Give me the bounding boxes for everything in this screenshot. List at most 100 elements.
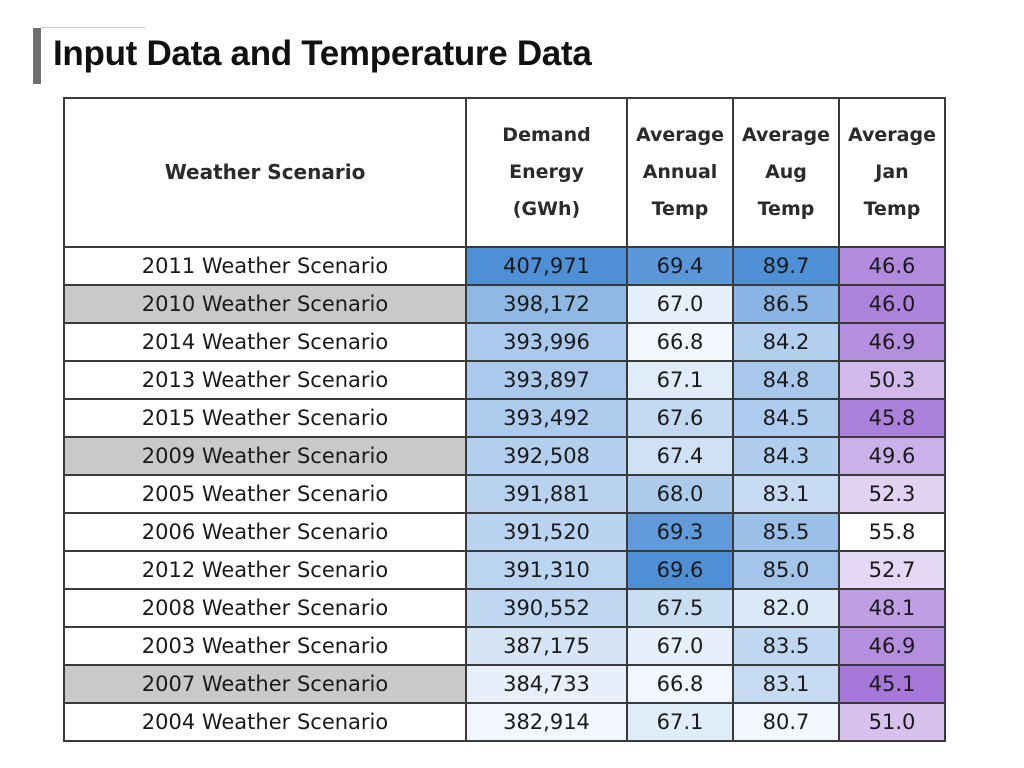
- cell-average-jan-temp: 46.6: [838, 246, 946, 286]
- cell-average-jan-temp: 55.8: [838, 512, 946, 552]
- cell-weather-scenario: 2015 Weather Scenario: [63, 398, 467, 438]
- cell-average-annual-temp: 67.6: [626, 398, 734, 438]
- cell-weather-scenario: 2013 Weather Scenario: [63, 360, 467, 400]
- table-row: 2006 Weather Scenario 391,520 69.3 85.5 55.8: [63, 512, 946, 552]
- cell-weather-scenario: 2005 Weather Scenario: [63, 474, 467, 514]
- header-line: Average: [742, 124, 830, 146]
- cell-average-jan-temp: 52.3: [838, 474, 946, 514]
- cell-average-jan-temp: 51.0: [838, 702, 946, 742]
- cell-demand-energy: 393,996: [465, 322, 628, 362]
- header-line: Annual: [642, 161, 718, 183]
- cell-demand-energy: 391,310: [465, 550, 628, 590]
- header-line: Temp: [651, 198, 709, 220]
- table-row: 2009 Weather Scenario 392,508 67.4 84.3 49.6: [63, 436, 946, 476]
- cell-average-jan-temp: 50.3: [838, 360, 946, 400]
- cell-demand-energy: 391,520: [465, 512, 628, 552]
- header-average-aug-temp: Average Aug Temp: [732, 97, 840, 248]
- table-header-row: Weather Scenario Demand Energy (GWh) Avera…: [63, 97, 946, 248]
- header-line: Average: [636, 124, 724, 146]
- cell-weather-scenario: 2011 Weather Scenario: [63, 246, 467, 286]
- cell-average-jan-temp: 52.7: [838, 550, 946, 590]
- cell-average-annual-temp: 66.8: [626, 322, 734, 362]
- header-line: (GWh): [512, 198, 581, 220]
- table-row: 2012 Weather Scenario 391,310 69.6 85.0 52.7: [63, 550, 946, 590]
- cell-average-annual-temp: 67.1: [626, 360, 734, 400]
- cell-demand-energy: 391,881: [465, 474, 628, 514]
- cell-demand-energy: 392,508: [465, 436, 628, 476]
- header-line: Aug: [765, 161, 807, 183]
- cell-average-jan-temp: 48.1: [838, 588, 946, 628]
- header-line: Average: [848, 124, 936, 146]
- table-row: 2015 Weather Scenario 393,492 67.6 84.5 45.8: [63, 398, 946, 438]
- cell-average-jan-temp: 49.6: [838, 436, 946, 476]
- cell-average-jan-temp: 46.9: [838, 626, 946, 666]
- cell-average-jan-temp: 45.1: [838, 664, 946, 704]
- title-accent-line: [41, 27, 145, 28]
- cell-demand-energy: 390,552: [465, 588, 628, 628]
- table-row: 2004 Weather Scenario 382,914 67.1 80.7 51.0: [63, 702, 946, 742]
- header-line: Temp: [863, 198, 921, 220]
- header-weather-scenario: Weather Scenario: [63, 97, 467, 248]
- table-row: 2008 Weather Scenario 390,552 67.5 82.0 48.1: [63, 588, 946, 628]
- cell-demand-energy: 384,733: [465, 664, 628, 704]
- header-line: Demand: [502, 124, 591, 146]
- cell-average-jan-temp: 46.9: [838, 322, 946, 362]
- cell-average-aug-temp: 89.7: [732, 246, 840, 286]
- cell-weather-scenario: 2008 Weather Scenario: [63, 588, 467, 628]
- cell-weather-scenario: 2014 Weather Scenario: [63, 322, 467, 362]
- header-demand-energy: Demand Energy (GWh): [465, 97, 628, 248]
- table-row: 2013 Weather Scenario 393,897 67.1 84.8 50.3: [63, 360, 946, 400]
- cell-average-aug-temp: 86.5: [732, 284, 840, 324]
- cell-demand-energy: 393,492: [465, 398, 628, 438]
- cell-weather-scenario: 2004 Weather Scenario: [63, 702, 467, 742]
- cell-average-aug-temp: 82.0: [732, 588, 840, 628]
- table-row: 2010 Weather Scenario 398,172 67.0 86.5 46.0: [63, 284, 946, 324]
- cell-average-aug-temp: 84.3: [732, 436, 840, 476]
- cell-demand-energy: 387,175: [465, 626, 628, 666]
- cell-average-aug-temp: 84.2: [732, 322, 840, 362]
- cell-average-aug-temp: 83.1: [732, 664, 840, 704]
- cell-average-annual-temp: 67.5: [626, 588, 734, 628]
- cell-average-jan-temp: 46.0: [838, 284, 946, 324]
- cell-average-annual-temp: 69.6: [626, 550, 734, 590]
- cell-average-aug-temp: 80.7: [732, 702, 840, 742]
- cell-average-annual-temp: 67.0: [626, 284, 734, 324]
- cell-weather-scenario: 2012 Weather Scenario: [63, 550, 467, 590]
- cell-average-aug-temp: 84.8: [732, 360, 840, 400]
- cell-demand-energy: 407,971: [465, 246, 628, 286]
- cell-average-annual-temp: 67.0: [626, 626, 734, 666]
- table-row: 2007 Weather Scenario 384,733 66.8 83.1 45.1: [63, 664, 946, 704]
- cell-average-aug-temp: 83.1: [732, 474, 840, 514]
- cell-average-aug-temp: 85.0: [732, 550, 840, 590]
- cell-average-aug-temp: 85.5: [732, 512, 840, 552]
- header-line: Energy: [509, 161, 584, 183]
- cell-weather-scenario: 2003 Weather Scenario: [63, 626, 467, 666]
- cell-average-annual-temp: 67.1: [626, 702, 734, 742]
- cell-average-annual-temp: 66.8: [626, 664, 734, 704]
- weather-scenario-table: Weather Scenario Demand Energy (GWh) Avera…: [63, 97, 946, 742]
- cell-average-aug-temp: 83.5: [732, 626, 840, 666]
- header-average-annual-temp: Average Annual Temp: [626, 97, 734, 248]
- cell-demand-energy: 398,172: [465, 284, 628, 324]
- cell-demand-energy: 382,914: [465, 702, 628, 742]
- cell-average-annual-temp: 69.4: [626, 246, 734, 286]
- table-body: 2011 Weather Scenario 407,971 69.4 89.7 46.6…: [63, 246, 946, 742]
- cell-demand-energy: 393,897: [465, 360, 628, 400]
- slide-title: Input Data and Temperature Data: [53, 34, 592, 73]
- table-row: 2014 Weather Scenario 393,996 66.8 84.2 46.9: [63, 322, 946, 362]
- cell-weather-scenario: 2007 Weather Scenario: [63, 664, 467, 704]
- cell-average-annual-temp: 68.0: [626, 474, 734, 514]
- cell-weather-scenario: 2010 Weather Scenario: [63, 284, 467, 324]
- header-line: Weather Scenario: [164, 160, 366, 184]
- cell-weather-scenario: 2006 Weather Scenario: [63, 512, 467, 552]
- header-line: Temp: [757, 198, 815, 220]
- table-row: 2003 Weather Scenario 387,175 67.0 83.5 46.9: [63, 626, 946, 666]
- cell-average-annual-temp: 67.4: [626, 436, 734, 476]
- cell-average-jan-temp: 45.8: [838, 398, 946, 438]
- cell-average-annual-temp: 69.3: [626, 512, 734, 552]
- table-row: 2011 Weather Scenario 407,971 69.4 89.7 46.6: [63, 246, 946, 286]
- header-line: Jan: [875, 161, 909, 183]
- table-row: 2005 Weather Scenario 391,881 68.0 83.1 52.3: [63, 474, 946, 514]
- header-average-jan-temp: Average Jan Temp: [838, 97, 946, 248]
- cell-average-aug-temp: 84.5: [732, 398, 840, 438]
